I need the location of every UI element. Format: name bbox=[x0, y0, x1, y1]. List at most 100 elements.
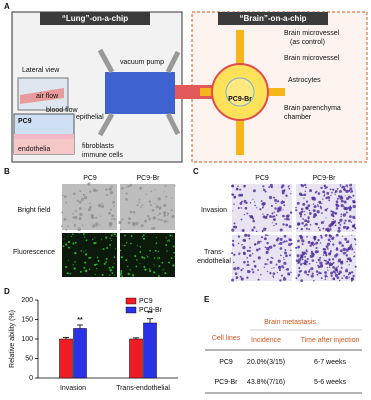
invasion-image-dot bbox=[266, 213, 269, 216]
invasion-image-dot bbox=[282, 214, 285, 218]
bright-field-image-dot bbox=[100, 215, 102, 217]
fluorescence-image-dot bbox=[173, 251, 176, 254]
bright-field-image-dot bbox=[148, 200, 152, 203]
trans-endothelial-image-dot bbox=[316, 261, 318, 263]
fluorescence-image-dot bbox=[68, 246, 71, 249]
fluorescence-image-dot bbox=[131, 274, 135, 277]
bright-field-image-dot bbox=[163, 219, 167, 223]
row-label: Trans- bbox=[204, 249, 225, 256]
invasion-image-dot bbox=[346, 206, 348, 209]
trans-endothelial-image-dot bbox=[301, 258, 304, 261]
trans-endothelial-image-dot bbox=[335, 233, 339, 237]
invasion-image-dot bbox=[344, 195, 346, 197]
fluorescence-image-dot bbox=[109, 237, 111, 239]
trans-endothelial-image-dot bbox=[268, 246, 271, 248]
invasion-image-dot bbox=[252, 219, 256, 223]
invasion-image-dot bbox=[341, 186, 343, 189]
bright-field-image-dot bbox=[61, 194, 64, 197]
bright-field-image-dot bbox=[119, 228, 122, 231]
trans-endothelial-image-dot bbox=[297, 260, 301, 264]
diagram-label: air flow bbox=[36, 93, 59, 100]
trans-endothelial-image-dot bbox=[309, 244, 312, 247]
fluorescence-image-dot bbox=[120, 270, 123, 272]
trans-endothelial-image-dot bbox=[331, 258, 335, 261]
invasion-image-dot bbox=[329, 228, 332, 231]
fluorescence-image-dot bbox=[124, 244, 126, 247]
trans-endothelial-image-dot bbox=[297, 273, 301, 277]
invasion-image-dot bbox=[332, 219, 334, 221]
invasion-image-dot bbox=[256, 207, 258, 209]
invasion-image-dot bbox=[298, 192, 303, 196]
trans-endothelial-image-dot bbox=[296, 254, 300, 258]
trans-endothelial-image-dot bbox=[311, 272, 314, 275]
invasion-image-dot bbox=[348, 208, 352, 212]
bright-field-image-dot bbox=[95, 216, 98, 219]
bright-field-image-dot bbox=[147, 215, 150, 218]
invasion-image-dot bbox=[243, 199, 247, 203]
invasion-image-dot bbox=[342, 225, 347, 229]
invasion-image-dot bbox=[276, 200, 280, 203]
bright-field-image-dot bbox=[72, 192, 76, 195]
fluorescence-image-dot bbox=[112, 232, 114, 234]
trans-endothelial-image-dot bbox=[328, 263, 332, 266]
invasion-image-dot bbox=[334, 224, 337, 227]
trans-endothelial-image-dot bbox=[309, 269, 311, 271]
invasion-image-dot bbox=[278, 208, 282, 212]
fluorescence-image-dot bbox=[142, 235, 144, 238]
invasion-image-dot bbox=[339, 218, 343, 222]
legend-label: PC9-Br bbox=[139, 307, 163, 314]
trans-endothelial-image-dot bbox=[337, 265, 339, 267]
fluorescence-image-dot bbox=[72, 264, 74, 266]
fluorescence-image-dot bbox=[153, 271, 156, 274]
fluorescence-image-dot bbox=[165, 237, 167, 239]
row-label: Invasion bbox=[201, 207, 227, 214]
bright-field-image-dot bbox=[159, 206, 162, 210]
panel-label: E bbox=[204, 295, 210, 304]
invasion-image-dot bbox=[248, 215, 251, 217]
fluorescence-image-dot bbox=[84, 261, 87, 264]
bright-field-image-dot bbox=[150, 190, 153, 193]
invasion-image-dot bbox=[300, 211, 302, 213]
trans-endothelial-image-dot bbox=[299, 263, 303, 266]
trans-endothelial-image-dot bbox=[334, 272, 337, 274]
table-cell: 43.8%(7/16) bbox=[247, 379, 285, 386]
invasion-image-dot bbox=[354, 227, 357, 230]
invasion-image-dot bbox=[260, 200, 263, 203]
fluorescence-image-dot bbox=[156, 257, 158, 259]
bright-field-image-dot bbox=[157, 218, 160, 221]
invasion-image-dot bbox=[350, 189, 354, 193]
bright-field-image-dot bbox=[113, 218, 116, 221]
fluorescence-image-dot bbox=[120, 272, 123, 275]
y-tick-label: 150 bbox=[21, 316, 33, 323]
trans-endothelial-image-dot bbox=[319, 264, 323, 268]
fluorescence-image-dot bbox=[134, 254, 137, 258]
invasion-image-dot bbox=[337, 226, 341, 230]
trans-endothelial-image-dot bbox=[299, 234, 303, 238]
fluorescence-image-dot bbox=[124, 234, 126, 237]
invasion-image-dot bbox=[312, 209, 316, 213]
invasion-image-dot bbox=[347, 195, 351, 199]
invasion-image-dot bbox=[281, 189, 285, 193]
fluorescence-image-dot bbox=[167, 261, 170, 264]
fluorescence-image-dot bbox=[78, 232, 80, 234]
invasion-image-dot bbox=[316, 210, 320, 214]
fluorescence-image-dot bbox=[119, 249, 122, 252]
trans-endothelial-image-dot bbox=[289, 238, 292, 242]
y-tick-label: 0 bbox=[29, 375, 33, 382]
fluorescence-image-dot bbox=[85, 270, 88, 273]
invasion-image-dot bbox=[349, 206, 353, 210]
trans-endothelial-image-dot bbox=[285, 240, 288, 243]
invasion-image-dot bbox=[264, 190, 267, 193]
trans-endothelial-image-dot bbox=[248, 237, 251, 240]
invasion-image-dot bbox=[302, 218, 305, 220]
trans-endothelial-image-dot bbox=[332, 236, 335, 239]
bright-field-image-dot bbox=[127, 217, 132, 221]
bright-field-image-dot bbox=[73, 215, 78, 220]
fluorescence-image-dot bbox=[170, 257, 173, 260]
fluorescence-image-dot bbox=[145, 254, 147, 256]
invasion-image-dot bbox=[295, 209, 298, 212]
bright-field-image-dot bbox=[160, 218, 163, 222]
table-cell: 6-7 weeks bbox=[314, 359, 346, 366]
trans-endothelial-image-dot bbox=[238, 253, 240, 256]
bright-field-image-dot bbox=[99, 224, 101, 226]
